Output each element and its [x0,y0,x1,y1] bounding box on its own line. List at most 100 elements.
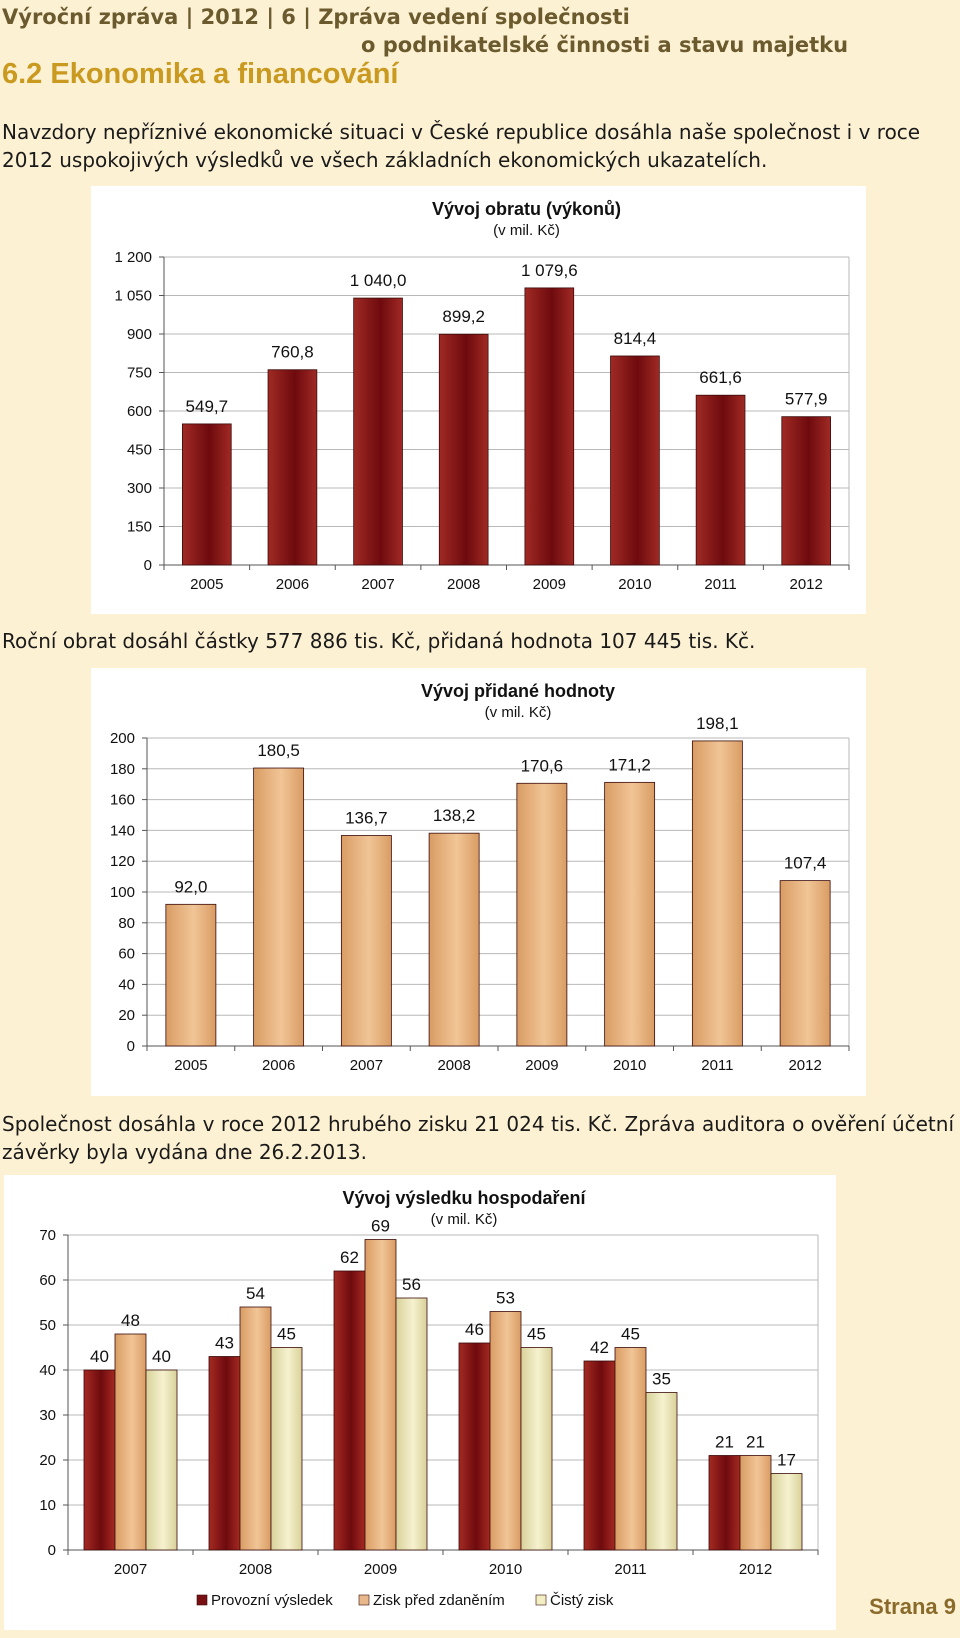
y-tick-label: 450 [127,442,152,459]
x-tick-label: 2010 [618,576,651,593]
data-label: 171,2 [608,755,651,774]
bar [645,1392,678,1551]
report-header-line2: o podnikatelské činnosti a stavu majetku [361,33,849,57]
y-tick-label: 200 [110,730,135,747]
x-tick-label: 2009 [533,576,566,593]
bar [239,1306,272,1551]
data-label: 48 [121,1311,140,1330]
data-label: 56 [402,1275,421,1294]
legend-swatch [535,1594,547,1606]
bar [208,1356,241,1551]
report-header-line1: Výroční zpráva | 2012 | 6 | Zpráva veden… [2,5,630,29]
data-label: 40 [90,1347,109,1366]
y-tick-label: 100 [110,884,135,901]
y-tick-label: 40 [118,976,135,993]
data-label: 17 [777,1451,796,1470]
data-label: 45 [621,1325,640,1344]
bar [270,1347,303,1551]
chart-title: Vývoj přidané hodnoty [421,681,615,701]
x-tick-label: 2011 [701,1057,733,1074]
bar [695,394,746,566]
bar [708,1455,741,1551]
bar [779,880,831,1047]
bar [739,1455,772,1551]
bar [583,1360,616,1551]
x-tick-label: 2006 [276,576,309,593]
data-label: 107,4 [784,854,827,873]
x-tick-label: 2012 [788,1057,821,1074]
data-label: 45 [277,1325,296,1344]
y-tick-label: 0 [48,1542,56,1559]
legend-label: Provozní výsledek [211,1592,333,1609]
bar [395,1297,428,1551]
y-tick-label: 1 200 [114,249,152,266]
y-tick-label: 0 [144,557,152,574]
y-tick-label: 600 [127,403,152,420]
y-tick-label: 30 [39,1407,56,1424]
bar [691,740,743,1047]
data-label: 577,9 [785,390,828,409]
y-tick-label: 150 [127,519,152,536]
turnover-chart-svg: Vývoj obratu (výkonů) (v mil. Kč) 0 150 300 4… [114,199,850,593]
x-tick-label: 2008 [239,1561,272,1578]
y-tick-label: 900 [127,326,152,343]
data-label: 1 040,0 [350,271,407,290]
bar [428,832,480,1047]
data-label: 136,7 [345,808,388,827]
bar [770,1473,803,1551]
x-tick-label: 2012 [739,1561,772,1578]
bar [489,1311,522,1551]
x-tick-label: 2005 [174,1057,207,1074]
data-label: 43 [215,1334,234,1353]
chart-subtitle: (v mil. Kč) [485,704,552,721]
y-tick-label: 60 [118,946,135,963]
bar [516,782,568,1047]
y-tick-label: 120 [110,853,135,870]
bar [353,297,403,566]
profit-chart-svg: Vývoj výsledku hospodaření (v mil. Kč) 0 10… [39,1188,819,1609]
bar [604,781,656,1047]
legend-swatch [358,1594,370,1606]
y-tick-label: 70 [39,1227,56,1244]
x-tick-label: 2012 [790,576,823,593]
data-label: 45 [527,1325,546,1344]
y-tick-label: 40 [39,1362,56,1379]
bar [333,1270,366,1551]
data-label: 53 [496,1289,515,1308]
bar [524,287,575,566]
chart-subtitle: (v mil. Kč) [431,1211,498,1228]
y-tick-label: 60 [39,1272,56,1289]
turnover-chart: Vývoj obratu (výkonů) (v mil. Kč) 0 150 300 4… [91,186,866,614]
data-label: 40 [152,1347,171,1366]
legend-label: Zisk před zdaněním [373,1592,505,1609]
data-label: 814,4 [614,329,657,348]
data-label: 170,6 [521,756,564,775]
data-label: 54 [246,1284,265,1303]
data-label: 35 [652,1370,671,1389]
legend-label: Čistý zisk [550,1592,614,1609]
x-tick-label: 2009 [525,1057,558,1074]
bar [520,1347,553,1551]
x-tick-label: 2008 [437,1057,470,1074]
bar [83,1369,116,1551]
x-tick-label: 2011 [614,1561,646,1578]
y-tick-label: 50 [39,1317,56,1334]
added-value-chart: Vývoj přidané hodnoty (v mil. Kč) 0 20 40 60 8… [91,668,866,1096]
bar [253,767,305,1047]
bar [458,1342,491,1551]
chart-subtitle: (v mil. Kč) [493,222,560,239]
data-label: 549,7 [186,397,229,416]
bar [114,1333,147,1551]
x-tick-label: 2006 [262,1057,295,1074]
x-tick-label: 2007 [350,1057,383,1074]
chart-title: Vývoj obratu (výkonů) [432,199,621,219]
y-tick-label: 180 [110,761,135,778]
paragraph-turnover: Roční obrat dosáhl částky 577 886 tis. K… [2,629,756,653]
x-tick-label: 2011 [704,576,736,593]
paragraph-intro: Navzdory nepříznivé ekonomické situaci v… [2,120,921,172]
y-tick-label: 20 [118,1007,135,1024]
bar [614,1347,647,1551]
x-tick-label: 2010 [489,1561,522,1578]
data-label: 1 079,6 [521,261,578,280]
data-label: 899,2 [442,307,485,326]
